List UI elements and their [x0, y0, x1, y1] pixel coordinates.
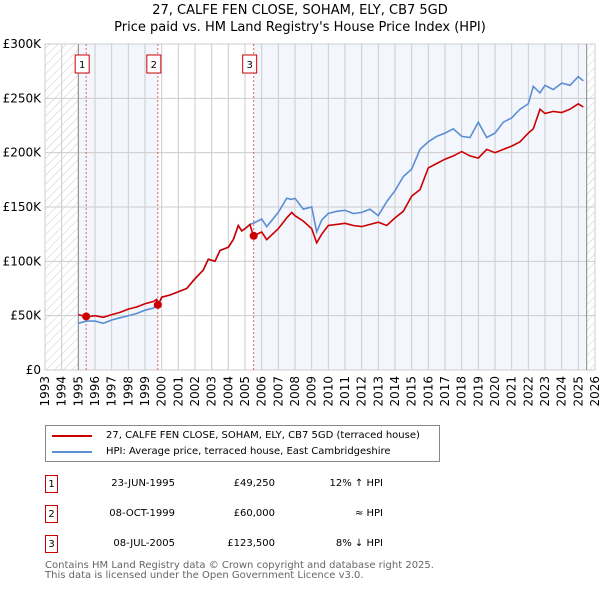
sale-label-box	[74, 54, 90, 74]
sale-price: £49,250	[233, 478, 275, 489]
legend-item-hpi: HPI: Average price, terraced house, East…	[52, 446, 391, 457]
x-tick-label: 2016	[421, 376, 435, 407]
sale-hpi-comparison: 8% ↓ HPI	[335, 538, 383, 549]
footer-licence: This data is licensed under the Open Gov…	[45, 570, 364, 581]
sale-point	[82, 312, 91, 321]
sale-date: 08-JUL-2005	[113, 538, 175, 549]
x-tick-label: 2013	[371, 376, 385, 407]
sale-label-number: 1	[79, 60, 85, 71]
y-tick-label: £150K	[3, 200, 43, 214]
y-tick-label: £50K	[10, 309, 42, 323]
sale-number-badge: 1	[45, 475, 58, 493]
sale-number-badge: 3	[45, 535, 58, 553]
chart-title: 27, CALFE FEN CLOSE, SOHAM, ELY, CB7 5GD…	[0, 2, 600, 36]
price-paid-line	[78, 102, 584, 319]
sale-row: 3 08-JUL-2005 £123,500 8% ↓ HPI	[45, 535, 445, 555]
x-tick-label: 2003	[205, 376, 219, 407]
sale-label-box	[242, 54, 258, 74]
x-tick-label: 2018	[455, 376, 469, 407]
legend-swatch-blue	[52, 450, 92, 453]
x-tick-label: 2017	[438, 376, 452, 407]
title-line-1: 27, CALFE FEN CLOSE, SOHAM, ELY, CB7 5GD	[152, 3, 448, 18]
x-tick-label: 1993	[38, 376, 52, 407]
x-tick-label: 2007	[271, 376, 285, 407]
sale-point	[153, 300, 162, 309]
x-tick-label: 2012	[355, 376, 369, 407]
x-tick-label: 1996	[88, 376, 102, 407]
x-tick-label: 2015	[405, 376, 419, 407]
sale-hpi-comparison: 12% ↑ HPI	[329, 478, 383, 489]
sale-label-number: 2	[151, 60, 157, 71]
x-tick-label: 2009	[305, 376, 319, 407]
sale-label-number: 3	[246, 60, 252, 71]
footer: Contains HM Land Registry data © Crown c…	[45, 561, 434, 581]
x-tick-label: 1998	[121, 376, 135, 407]
x-tick-label: 2014	[388, 376, 402, 407]
x-tick-label: 2011	[338, 376, 352, 407]
x-tick-label: 2010	[321, 376, 335, 407]
title-line-2: Price paid vs. HM Land Registry's House …	[114, 20, 486, 35]
price-chart: 1993 1994 1995 1996 1997 1998 1999 2000 2001 2002…	[3, 37, 600, 407]
x-tick-label: 2026	[588, 376, 600, 407]
x-tick-label: 2024	[555, 376, 569, 407]
legend-label: HPI: Average price, terraced house, East…	[106, 446, 391, 457]
x-tick-label: 1999	[138, 376, 152, 407]
x-tick-label: 1995	[71, 376, 85, 407]
x-tick-label: 2020	[488, 376, 502, 407]
sale-hpi-comparison: ≈ HPI	[354, 508, 383, 519]
y-tick-label: £300K	[3, 37, 43, 51]
x-tick-label: 2022	[521, 376, 535, 407]
x-tick-label: 2004	[221, 376, 235, 407]
x-tick-label: 2008	[288, 376, 302, 407]
sale-price: £123,500	[227, 538, 275, 549]
legend-label: 27, CALFE FEN CLOSE, SOHAM, ELY, CB7 5GD…	[106, 430, 420, 441]
x-tick-label: 2019	[471, 376, 485, 407]
legend-swatch-red	[52, 434, 92, 437]
sale-date: 23-JUN-1995	[111, 478, 175, 489]
y-tick-label: £200K	[3, 146, 43, 160]
y-tick-label: £250K	[3, 91, 43, 105]
y-tick-label: £0	[26, 363, 41, 377]
sale-date: 08-OCT-1999	[109, 508, 175, 519]
x-tick-label: 2006	[255, 376, 269, 407]
sale-point	[249, 231, 258, 240]
x-tick-label: 2025	[571, 376, 585, 407]
sale-number-badge: 2	[45, 505, 58, 523]
x-tick-label: 2001	[171, 376, 185, 407]
footer-copyright: Contains HM Land Registry data © Crown c…	[45, 560, 434, 571]
sale-row: 2 08-OCT-1999 £60,000 ≈ HPI	[45, 505, 445, 525]
x-tick-label: 2002	[188, 376, 202, 407]
sale-label-box	[146, 54, 162, 74]
x-tick-label: 1997	[105, 376, 119, 407]
x-tick-label: 1994	[55, 376, 69, 407]
legend: 27, CALFE FEN CLOSE, SOHAM, ELY, CB7 5GD…	[45, 425, 440, 462]
x-tick-label: 2021	[505, 376, 519, 407]
x-tick-label: 2000	[155, 376, 169, 407]
legend-item-property: 27, CALFE FEN CLOSE, SOHAM, ELY, CB7 5GD…	[52, 430, 420, 441]
y-tick-label: £100K	[3, 254, 43, 268]
sale-row: 1 23-JUN-1995 £49,250 12% ↑ HPI	[45, 475, 445, 495]
x-tick-label: 2023	[538, 376, 552, 407]
x-tick-label: 2005	[238, 376, 252, 407]
sale-price: £60,000	[233, 508, 275, 519]
